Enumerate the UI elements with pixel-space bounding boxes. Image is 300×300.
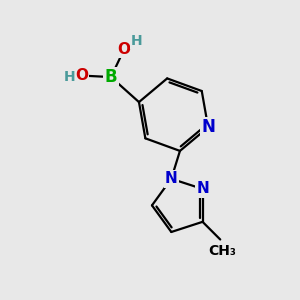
Text: O: O (75, 68, 88, 83)
Text: N: N (165, 171, 178, 186)
Text: B: B (105, 68, 117, 86)
Text: H: H (131, 34, 142, 48)
Text: H: H (63, 70, 75, 84)
Text: CH₃: CH₃ (208, 244, 236, 258)
Text: N: N (196, 182, 209, 196)
Text: O: O (118, 42, 131, 57)
Text: N: N (201, 118, 215, 136)
